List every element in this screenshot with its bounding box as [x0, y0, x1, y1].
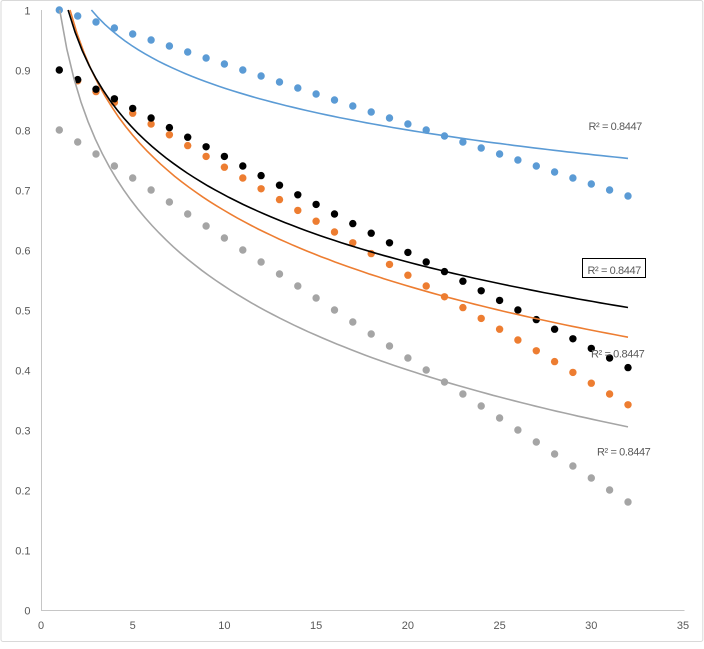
svg-text:0: 0: [38, 620, 44, 632]
svg-text:0.8: 0.8: [15, 125, 30, 137]
svg-text:0.4: 0.4: [15, 365, 30, 377]
svg-text:R² = 0.8447: R² = 0.8447: [588, 265, 642, 277]
svg-text:0.1: 0.1: [15, 545, 30, 557]
svg-text:0.9: 0.9: [15, 65, 30, 77]
svg-text:0.6: 0.6: [15, 245, 30, 257]
svg-text:5: 5: [130, 620, 136, 632]
svg-text:20: 20: [402, 620, 414, 632]
svg-text:R² = 0.8447: R² = 0.8447: [597, 446, 651, 458]
svg-text:35: 35: [677, 620, 689, 632]
svg-text:15: 15: [310, 620, 322, 632]
svg-text:0.2: 0.2: [15, 485, 30, 497]
svg-text:25: 25: [493, 620, 505, 632]
svg-text:1: 1: [24, 5, 30, 17]
svg-text:0: 0: [24, 605, 30, 617]
svg-text:R² = 0.8447: R² = 0.8447: [591, 348, 645, 360]
svg-text:10: 10: [218, 620, 230, 632]
svg-text:0.7: 0.7: [15, 185, 30, 197]
svg-text:0.3: 0.3: [15, 425, 30, 437]
svg-text:30: 30: [585, 620, 597, 632]
svg-text:R² = 0.8447: R² = 0.8447: [589, 121, 643, 133]
svg-text:0.5: 0.5: [15, 305, 30, 317]
